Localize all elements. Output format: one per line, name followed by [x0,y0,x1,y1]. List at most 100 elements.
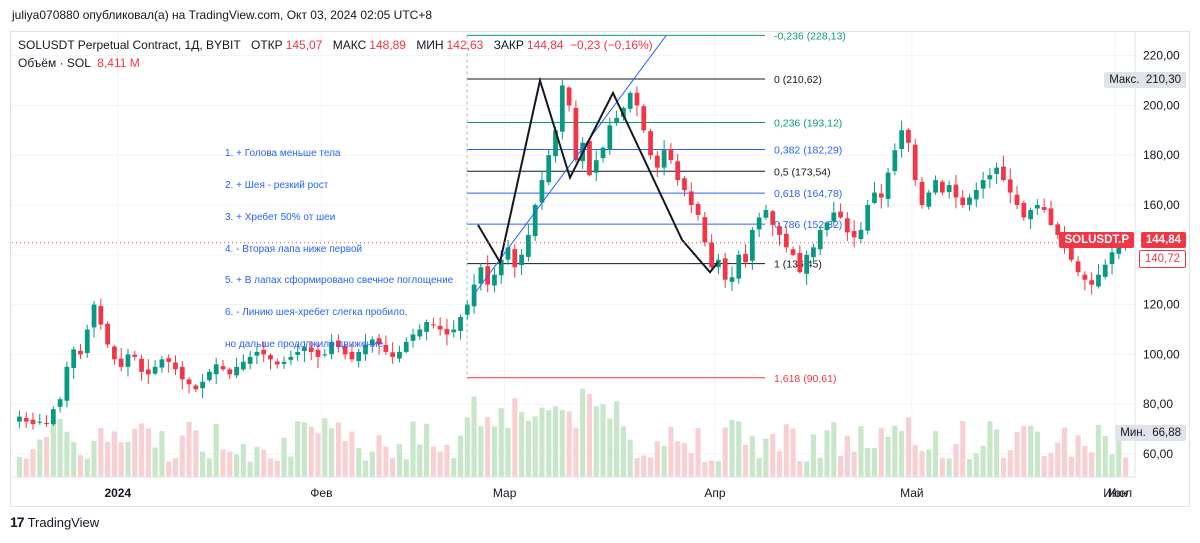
candle-body [600,147,606,159]
volume-bar [770,433,776,477]
volume-bar [552,406,559,477]
candle-body [23,417,29,422]
volume-bar [138,423,145,477]
volume-bar [1116,425,1122,477]
fib-level-label: 0,382 (182,29) [774,144,842,156]
candle-body [749,229,755,261]
volume-bar [1014,432,1020,477]
volume-bar [98,427,104,477]
candle-body [173,362,178,370]
volume-bar [804,461,810,477]
volume-bar [335,422,341,477]
volume-bar [1075,435,1081,477]
volume-bar [254,446,260,477]
candle-body [1021,202,1027,218]
volume-bar [356,447,362,477]
candle-body [261,349,267,355]
fib-level-label: 0,618 (164,78) [774,188,842,200]
candle-body [824,222,830,230]
chart-frame[interactable] [10,31,1190,507]
volume-bar [23,458,29,477]
volume-bar [790,428,796,477]
volume-bar [227,451,233,477]
candle-body [207,371,212,381]
close-value: 144,84 [526,38,564,52]
candle-body [688,191,694,205]
candle-body [675,161,681,181]
candle-body [851,231,857,238]
tradingview-branding[interactable]: 17 TradingView [10,514,99,530]
countdown-price-tag: 140,72 [1138,250,1186,268]
candle-body [302,346,307,352]
volume-bar [525,420,531,477]
candle-body [71,349,77,368]
candle-body [37,421,43,423]
volume-bar [247,461,253,477]
volume-bar [946,458,952,477]
low-label: МИН [416,38,444,52]
candle-body [512,249,518,268]
volume-bar [559,409,565,477]
fib-level-label: 0,236 (193,12) [774,118,842,130]
candle-body [926,192,932,207]
volume-bar [1021,426,1027,477]
volume-bar [851,451,857,477]
candle-body [268,355,273,360]
fib-level-label: 0,5 (173,54) [774,166,831,178]
top-bar: juliya070880 опубликовал(а) на TradingVi… [0,0,1200,30]
volume-bar [498,408,504,477]
candles-layer [17,78,1128,430]
volume-bar [16,456,22,477]
candle-body [57,399,63,407]
candle-body [471,284,477,307]
candle-body [756,217,762,230]
candle-body [166,358,172,362]
volume-bar [647,457,654,477]
volume-bar [390,458,396,477]
brand-label: TradingView [27,514,100,530]
volume-bar [349,431,355,477]
candle-body [885,172,891,199]
volume-bar [654,441,660,477]
candle-body [980,180,986,189]
candle-body [213,364,219,375]
volume-value: 8,411 M [97,56,140,70]
symbol-title[interactable]: SOLUSDT Perpetual Contract, 1Д, BYBIT [18,38,241,52]
fibonacci-retracement: -0,236 (228,13) 0 (210,62) 0,236 (193,12) 0… [466,30,846,385]
volume-bar [457,435,464,477]
volume-bar [512,398,518,477]
candle-body [654,155,660,168]
volume-bar [681,443,688,477]
volume-bar [627,439,633,477]
candle-body [994,167,1000,175]
candle-body [967,197,972,205]
volume-bar [824,430,830,477]
volume-bar [715,461,721,477]
candle-body [790,249,796,255]
volume-bar [1061,427,1068,477]
volume-bar [71,441,77,477]
volume-bar [91,440,97,477]
symbol-legend[interactable]: SOLUSDT Perpetual Contract, 1Д, BYBIT ОТ… [18,38,656,52]
volume-bar [600,404,606,477]
candle-body [281,361,287,364]
volume-bar [274,460,280,477]
volume-bar [57,418,63,477]
candle-body [1102,264,1108,277]
volume-bar [987,421,993,477]
volume-bar [200,451,206,477]
pattern-notes[interactable]: 1. + Голова меньше тела 2. + Шея - резки… [225,128,453,361]
volume-bar [1007,450,1013,477]
volume-bar [471,396,477,477]
candle-body [960,197,966,205]
candle-body [200,381,206,389]
time-tick-label: Май [900,486,924,500]
volume-bar [966,459,973,477]
volume-bar [702,461,708,477]
candle-body [132,354,138,357]
volume-bar [729,420,735,477]
symbol-price-tag[interactable]: SOLUSDT.P [1059,232,1134,248]
volume-legend[interactable]: Объём · SOL 8,411 M [18,56,143,70]
candle-body [159,359,165,368]
